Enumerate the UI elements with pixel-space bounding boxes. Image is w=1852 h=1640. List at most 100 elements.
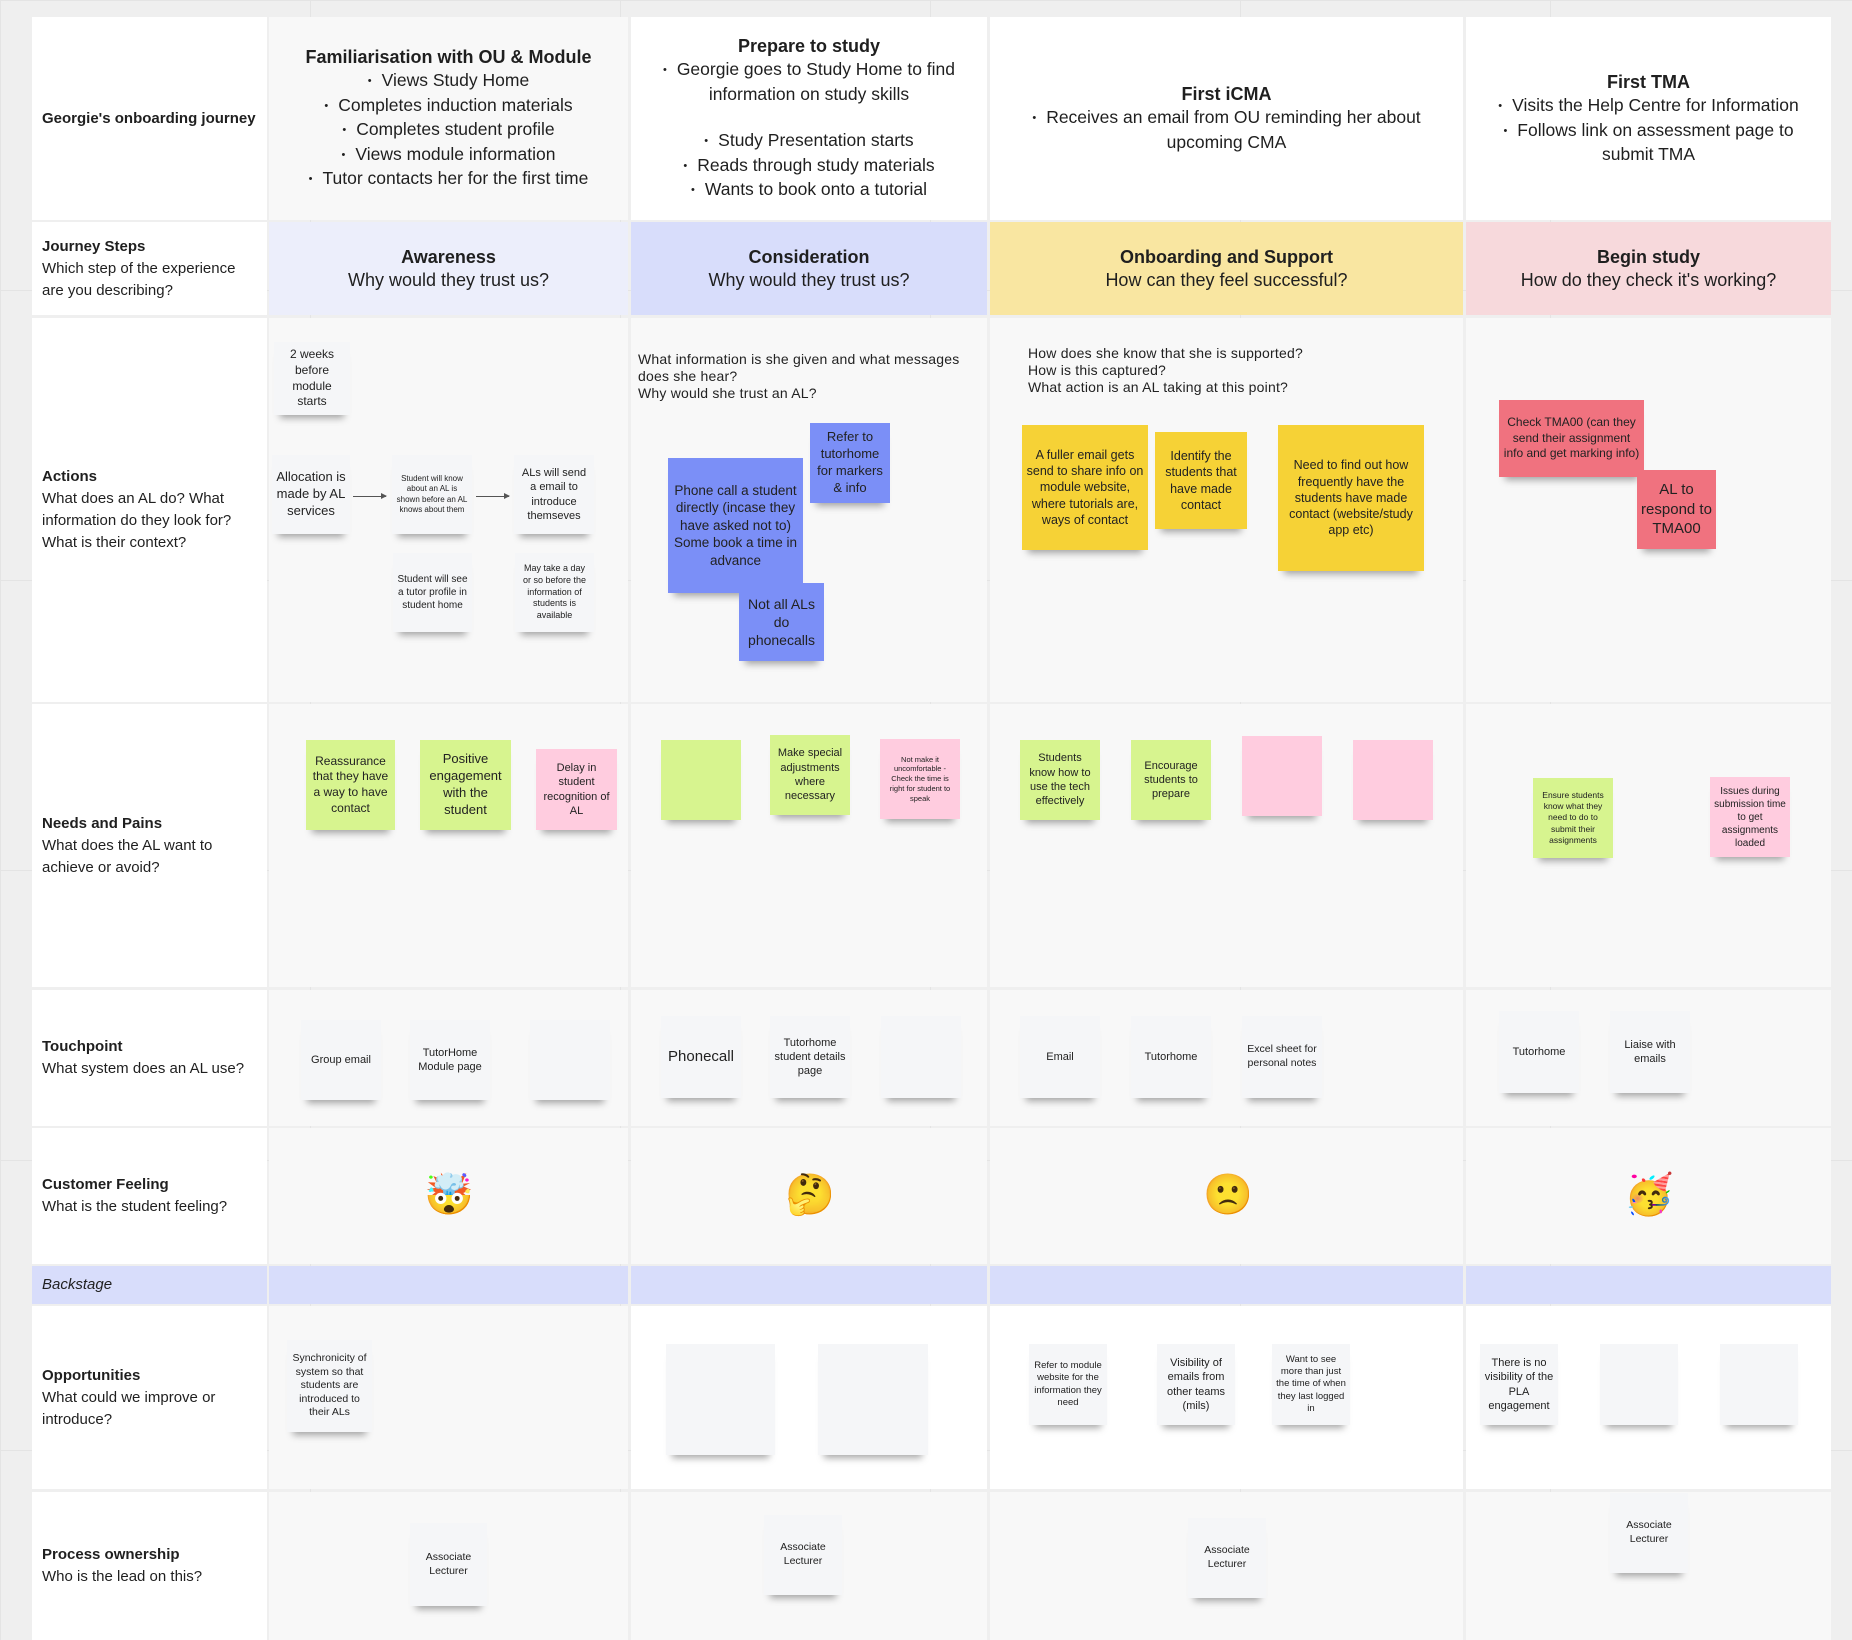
needs-sticky-note[interactable]: Issues during submission time to get ass… [1710, 777, 1790, 857]
process-sticky-note[interactable]: Associate Lecturer [410, 1523, 487, 1606]
needs-note-text: Students know how to use the tech effect… [1029, 752, 1091, 808]
phase-item: Receives an email from OU reminding her … [1002, 106, 1451, 154]
opportunities-sticky-note[interactable]: Refer to module website for the informat… [1029, 1344, 1107, 1425]
opportunities-note-text: Visibility of emails from other teams (m… [1166, 1356, 1226, 1412]
actions-note-text: Identify the students that have made con… [1165, 449, 1237, 512]
phase-title: First iCMA [1181, 83, 1272, 104]
backstage-cell-3 [990, 1266, 1463, 1304]
thinking-face-icon: 🤔 [785, 1173, 835, 1217]
row-label-title: Actions [42, 468, 98, 485]
actions-sticky-note[interactable]: Need to find out how frequently have the… [1278, 425, 1424, 571]
needs-sticky-note[interactable]: Not make it uncomfortable - Check the ti… [880, 739, 960, 819]
needs-sticky-note[interactable]: Reassurance that they have a way to have… [306, 740, 395, 830]
feeling-cell-1 [269, 1128, 628, 1264]
backstage-cell-4 [1466, 1266, 1831, 1304]
needs-sticky-note[interactable]: Delay in student recognition of AL [536, 749, 617, 830]
needs-sticky-note[interactable] [1242, 736, 1322, 816]
actions-note-text: ALs will send a email to introduce thems… [521, 466, 587, 522]
process-sticky-note[interactable]: Associate Lecturer [1610, 1493, 1688, 1573]
needs-sticky-note[interactable] [1353, 740, 1433, 820]
needs-note-text: Make special adjustments where necessary [777, 747, 843, 803]
actions-sticky-note[interactable]: Allocation is made by AL services [272, 455, 350, 534]
opportunities-note-text: Synchronicity of system so that students… [292, 1351, 367, 1419]
row-label-title: Process ownership [42, 1546, 180, 1563]
opportunities-sticky-note[interactable]: There is no visibility of the PLA engage… [1480, 1344, 1558, 1425]
process-sticky-note[interactable]: Associate Lecturer [764, 1515, 842, 1595]
touchpoint-sticky-note[interactable]: Liaise with emails [1610, 1011, 1690, 1093]
stage-question: Why would they trust us? [347, 269, 550, 290]
actions-note-text: May take a day or so before the informat… [522, 563, 587, 621]
needs-sticky-note[interactable]: Ensure students know what they need to d… [1533, 778, 1613, 858]
touchpoint-sticky-note[interactable]: Tutorhome [1131, 1016, 1211, 1098]
touchpoint-note-text: Tutorhome [1512, 1045, 1566, 1058]
actions-sticky-note[interactable]: Refer to tutorhome for markers & info [810, 423, 890, 503]
actions-note-text: Refer to tutorhome for markers & info [817, 429, 883, 495]
opportunities-sticky-note[interactable] [666, 1344, 775, 1455]
phase-2: Prepare to studyGeorgie goes to Study Ho… [631, 17, 987, 220]
touchpoint-sticky-note[interactable]: Tutorhome student details page [770, 1016, 850, 1098]
actions-sticky-note[interactable]: Student will know about an AL is shown b… [392, 455, 472, 534]
actions-sticky-note[interactable]: ALs will send a email to introduce thems… [514, 455, 594, 534]
opportunities-note-text: Refer to module website for the informat… [1034, 1359, 1102, 1408]
actions-sticky-note[interactable]: 2 weeks before module starts [274, 342, 350, 415]
stage-4: Begin study How do they check it's workin… [1466, 222, 1831, 315]
opportunities-sticky-note[interactable]: Visibility of emails from other teams (m… [1157, 1344, 1235, 1425]
stage-question: How do they check it's working? [1520, 269, 1777, 290]
phase-item: Completes student profile [309, 118, 589, 143]
opportunities-sticky-note[interactable] [818, 1344, 928, 1455]
stage-title: Consideration [748, 246, 870, 267]
needs-sticky-note[interactable]: Positive engagement with the student [420, 740, 511, 830]
process-sticky-note[interactable]: Associate Lecturer [1188, 1518, 1266, 1598]
opportunities-sticky-note[interactable] [1720, 1344, 1798, 1425]
touchpoint-sticky-note[interactable]: Excel sheet for personal notes [1242, 1016, 1322, 1098]
row-label-needs: Needs and Pains What does the AL want to … [32, 704, 267, 987]
needs-note-text: Issues during submission time to get ass… [1714, 785, 1786, 849]
touchpoint-sticky-note[interactable] [881, 1016, 961, 1098]
actions-note-text: Check TMA00 (can they send their assignm… [1503, 415, 1640, 461]
phase-title: Prepare to study [737, 35, 881, 56]
phase-item: Reads through study materials [643, 154, 975, 179]
actions-sticky-note[interactable]: AL to respond to TMA00 [1637, 470, 1716, 549]
touchpoint-sticky-note[interactable]: TutorHome Module page [410, 1020, 490, 1100]
phase-item: Georgie goes to Study Home to find infor… [643, 58, 975, 106]
actions-sticky-note[interactable]: Identify the students that have made con… [1155, 432, 1247, 529]
needs-sticky-note[interactable]: Make special adjustments where necessary [770, 735, 850, 815]
backstage-cell-1 [269, 1266, 628, 1304]
opportunities-sticky-note[interactable]: Synchronicity of system so that students… [287, 1340, 372, 1432]
process-note-text: Associate Lecturer [1204, 1544, 1250, 1570]
actions-sticky-note[interactable]: Student will see a tutor profile in stud… [393, 553, 472, 632]
actions-sticky-note[interactable]: Phone call a student directly (incase th… [668, 458, 803, 593]
actions-sticky-note[interactable]: Check TMA00 (can they send their assignm… [1499, 400, 1644, 477]
actions-sticky-note[interactable]: Not all ALs do phonecalls [739, 583, 824, 661]
actions-sticky-note[interactable]: May take a day or so before the informat… [515, 553, 594, 632]
row-label-title: Customer Feeling [42, 1176, 169, 1193]
opportunities-sticky-note[interactable] [1600, 1344, 1678, 1425]
row-label-subtitle: Which step of the experience are you des… [42, 259, 236, 299]
touchpoint-sticky-note[interactable]: Group email [301, 1020, 381, 1100]
touchpoint-sticky-note[interactable]: Phonecall [661, 1016, 741, 1098]
touchpoint-sticky-note[interactable]: Email [1020, 1016, 1100, 1098]
touchpoint-sticky-note[interactable] [530, 1020, 610, 1100]
process-note-text: Associate Lecturer [425, 1550, 472, 1577]
row-label-actions: Actions What does an AL do? What informat… [32, 318, 267, 702]
needs-note-text: Reassurance that they have a way to have… [312, 753, 389, 815]
needs-sticky-note[interactable]: Encourage students to prepare [1131, 740, 1211, 820]
stage-title: Onboarding and Support [1120, 246, 1333, 267]
row-label-title: Needs and Pains [42, 814, 163, 832]
opportunities-note-text: There is no visibility of the PLA engage… [1484, 1356, 1554, 1412]
row-label-title: Backstage [42, 1276, 113, 1293]
actions-note-text: Student will see a tutor profile in stud… [397, 574, 468, 611]
stage-question: Why would they trust us? [708, 269, 910, 290]
needs-sticky-note[interactable]: Students know how to use the tech effect… [1020, 740, 1100, 820]
actions-note-text: Student will know about an AL is shown b… [396, 473, 468, 514]
touchpoint-sticky-note[interactable]: Tutorhome [1499, 1011, 1579, 1093]
row-label-steps: Journey Steps Which step of the experienc… [32, 222, 267, 315]
actions-note-text: Phone call a student directly (incase th… [673, 482, 798, 568]
mind-blown-icon: 🤯 [424, 1173, 474, 1217]
row-label-title: Georgie's onboarding journey [42, 109, 256, 127]
opportunities-sticky-note[interactable]: Want to see more than just the time of w… [1272, 1344, 1350, 1425]
needs-sticky-note[interactable] [661, 740, 741, 820]
phase-title: Familiarisation with OU & Module [305, 46, 592, 67]
phase-item: Follows link on assessment page to submi… [1478, 119, 1819, 167]
actions-sticky-note[interactable]: A fuller email gets send to share info o… [1022, 425, 1148, 550]
